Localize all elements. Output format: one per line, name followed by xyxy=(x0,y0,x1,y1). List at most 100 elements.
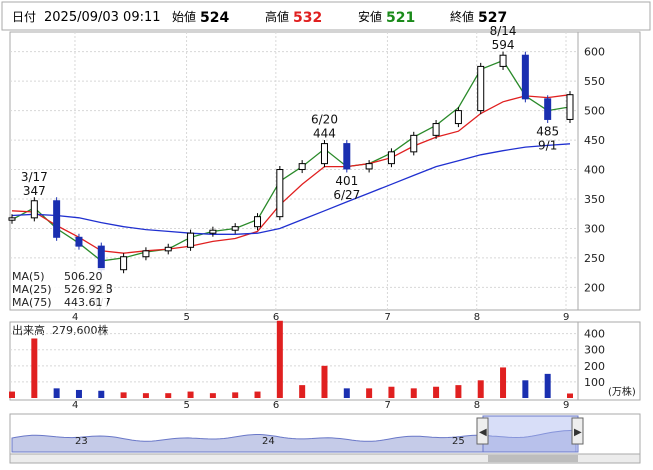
candle-body xyxy=(499,54,507,67)
price-y-tick-label: 250 xyxy=(584,252,605,265)
volume-bar xyxy=(209,393,216,398)
volume-y-axis: 100 200 300 400 xyxy=(584,328,605,389)
volume-bar xyxy=(477,380,484,398)
candle-body xyxy=(97,245,105,271)
volume-x-tick-label: 4 xyxy=(72,400,78,411)
volume-bar xyxy=(142,393,149,398)
volume-bar xyxy=(165,393,172,398)
candle-body xyxy=(254,216,262,228)
low-label: 安値 xyxy=(358,9,382,24)
ma75-label: MA(75) xyxy=(12,296,52,309)
volume-unit: (万株) xyxy=(608,385,636,398)
volume-bar xyxy=(567,393,573,398)
volume-y-tick-label: 100 xyxy=(584,376,605,389)
price-y-tick-label: 400 xyxy=(584,164,605,177)
volume-bar xyxy=(455,385,462,398)
handle-right-icon: ▶ xyxy=(574,427,582,438)
candle-body xyxy=(276,169,284,218)
volume-label: 出来高 xyxy=(12,323,45,337)
volume-bar xyxy=(388,386,395,398)
annotation-date-6-20: 444 xyxy=(313,127,336,141)
open-label: 始値 xyxy=(172,9,196,24)
annotation-value-3-17: 3/17 xyxy=(21,170,48,184)
price-panel xyxy=(9,31,641,311)
ma75-value: 443.61 xyxy=(64,296,103,309)
volume-x-tick-label: 6 xyxy=(273,400,279,411)
candle-body xyxy=(142,250,150,258)
annotation-value-6-20: 6/20 xyxy=(311,113,338,127)
navigator-scrollbar[interactable] xyxy=(9,453,641,464)
candle-body xyxy=(75,236,83,247)
volume-y-tick-label: 300 xyxy=(584,344,605,357)
price-y-tick-label: 600 xyxy=(584,46,605,59)
date-label: 日付 xyxy=(12,10,36,24)
candle-body xyxy=(231,226,239,231)
volume-y-tick-label: 200 xyxy=(584,360,605,373)
price-series xyxy=(11,59,571,262)
navigator-left-handle[interactable]: ◀ xyxy=(476,417,489,445)
candle-body xyxy=(432,123,440,136)
candle-body xyxy=(544,98,552,120)
header-bar: 日付 2025/09/03 09:11 始値 524 高値 532 安値 521… xyxy=(1,1,651,31)
high-label: 高値 xyxy=(265,9,289,24)
candle-body xyxy=(187,232,195,248)
volume-bar xyxy=(31,338,38,398)
ma25-label: MA(25) xyxy=(12,283,52,296)
price-x-tick-label: 5 xyxy=(184,312,190,323)
volume-x-tick-label: 9 xyxy=(563,400,569,411)
volume-y-tick-label: 400 xyxy=(584,328,605,341)
series-line-2 xyxy=(11,94,571,254)
volume-x-tick-label: 7 xyxy=(384,400,390,411)
price-candles xyxy=(8,51,574,274)
annotation-value-8-14: 8/14 xyxy=(490,24,517,38)
candle-body xyxy=(454,110,462,125)
low-value: 521 xyxy=(386,10,415,26)
price-y-tick-label: 350 xyxy=(584,193,605,206)
candle-body xyxy=(320,143,328,165)
volume-bars xyxy=(9,320,573,398)
candle-body xyxy=(343,143,351,170)
volume-bar xyxy=(75,389,82,398)
navigator-label-25: 25 xyxy=(452,436,465,447)
navigator-scroll-thumb[interactable] xyxy=(488,455,578,462)
price-x-tick-label: 6 xyxy=(273,312,279,323)
navigator-right-handle[interactable]: ▶ xyxy=(571,417,584,445)
candle-body xyxy=(298,163,306,171)
ma5-value: 506.20 xyxy=(64,270,103,283)
high-value: 532 xyxy=(293,10,322,26)
volume-x-tick-label: 5 xyxy=(184,400,190,411)
volume-bar xyxy=(433,386,440,398)
candle-body xyxy=(387,151,395,165)
navigator-label-23: 23 xyxy=(75,436,88,447)
volume-header: 出来高 279,600株 xyxy=(11,323,121,337)
price-y-tick-label: 500 xyxy=(584,105,605,118)
annotation-date-8-14: 594 xyxy=(492,38,515,52)
volume-bar xyxy=(276,320,283,398)
volume-x-axis: 4 5 6 7 8 9 xyxy=(72,400,569,411)
price-y-tick-label: 200 xyxy=(584,281,605,294)
volume-bar xyxy=(98,390,105,398)
series-line-3 xyxy=(11,143,571,235)
range-navigator[interactable]: ◀ ▶ 23 24 25 xyxy=(9,413,641,464)
volume-bar xyxy=(544,373,551,398)
navigator-selection[interactable] xyxy=(482,415,579,453)
volume-bar xyxy=(254,391,261,398)
candle-body xyxy=(521,54,529,100)
navigator-label-24: 24 xyxy=(262,436,275,447)
price-y-tick-label: 450 xyxy=(584,134,605,147)
price-y-axis: 200 250 300 350 400 450 500 550 600 xyxy=(584,46,605,295)
candle-body xyxy=(209,229,217,234)
volume-bar xyxy=(187,391,194,398)
candle-body xyxy=(477,65,485,112)
annotation-date-6-27: 6/27 xyxy=(333,188,360,202)
price-x-tick-label: 4 xyxy=(72,312,78,323)
volume-bar xyxy=(232,392,239,398)
volume-bar xyxy=(299,385,306,398)
volume-bar xyxy=(366,388,373,398)
candle-body xyxy=(566,94,574,120)
annotation-date-9-1: 9/1 xyxy=(538,138,557,152)
volume-bar xyxy=(500,367,507,398)
date-value: 2025/09/03 09:11 xyxy=(44,10,161,25)
volume-bar xyxy=(321,365,328,398)
ma5-label: MA(5) xyxy=(12,270,45,283)
